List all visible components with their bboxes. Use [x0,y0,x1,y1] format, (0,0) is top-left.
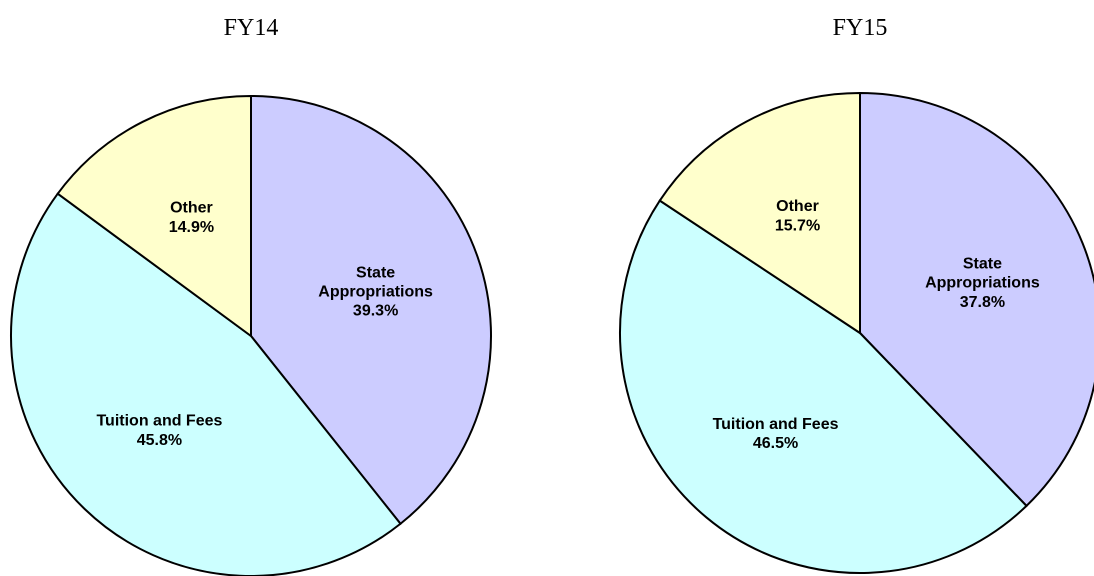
pie-slice [250,94,492,526]
slice-label: Other [776,198,819,215]
slice-label: Other [170,200,213,217]
slice-label: State Appropriations [318,265,433,301]
slice-value-label: 39.3% [353,303,398,320]
pie-slice [56,94,252,338]
slice-value-label: 15.7% [775,217,820,234]
pie-slice [10,192,402,576]
slice-label: Tuition and Fees [96,413,222,430]
chart-title: FY14 [224,15,279,41]
pie-slice [859,91,1094,508]
slice-label: State Appropriations [925,256,1040,292]
pie-slice [658,91,861,335]
chart-title: FY15 [833,15,888,41]
slice-value-label: 14.9% [169,219,214,236]
slice-value-label: 46.5% [753,435,798,452]
slice-value-label: 45.8% [137,432,182,449]
slice-label: Tuition and Fees [713,416,839,433]
slice-value-label: 37.8% [960,294,1005,311]
pie-slice [618,199,1028,574]
